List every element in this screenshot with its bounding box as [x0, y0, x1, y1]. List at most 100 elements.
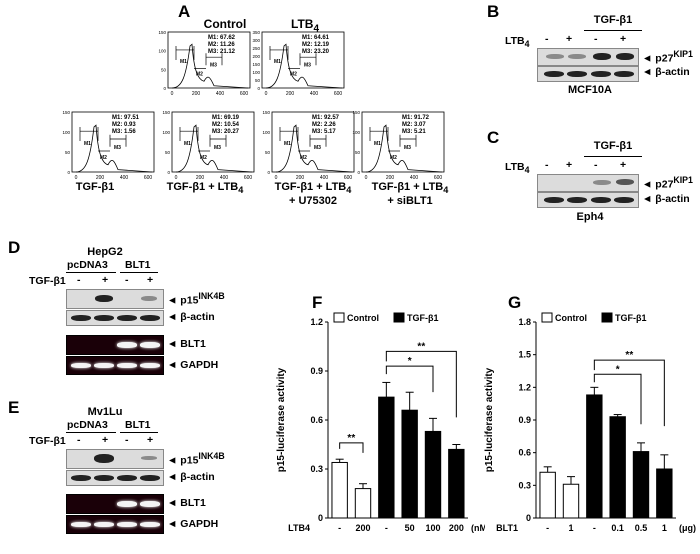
gate-stat: M3: 23.20	[302, 49, 330, 55]
gate-m1	[279, 127, 299, 141]
gate-stat: M3: 1.56	[112, 129, 136, 135]
histogram-curve	[365, 124, 443, 173]
legend-tgf: TGF-β1	[615, 313, 647, 323]
gate-label-m1: M1	[284, 141, 291, 147]
x-tick-label: 400	[410, 175, 419, 181]
gate-label-m1: M1	[274, 59, 281, 65]
caption-tgf-ltb4: TGF-β1 + LTB4	[166, 181, 244, 196]
bar	[448, 448, 465, 519]
x-tick-label: 0.1	[611, 523, 624, 533]
y-tick-label: 50	[265, 150, 271, 155]
panel-c-lane-4: +	[620, 159, 627, 171]
x-tick-label: -	[385, 523, 388, 533]
y-tick-label: 350	[252, 30, 260, 35]
gate-label-m1: M1	[180, 59, 187, 65]
y-tick-label: 300	[252, 38, 260, 43]
panel-b-letter: B	[487, 2, 500, 21]
x-tick-label: 0.5	[635, 523, 648, 533]
x-tick-label: 200	[192, 91, 201, 97]
gate-stat: M1: 92.57	[312, 115, 340, 121]
panel-e-p15-blot	[66, 449, 164, 469]
caption-tgf-ltb4-si: TGF-β1 + LTB4	[371, 181, 449, 196]
gate-stat: M1: 69.19	[212, 115, 240, 121]
gate-stat: M3: 20.27	[212, 129, 240, 135]
gate-stat: M2: 11.26	[208, 42, 235, 48]
panel-d-row-label: TGF-β1	[29, 275, 66, 287]
y-tick-label: 150	[162, 110, 170, 115]
panel-b-lane-3: -	[594, 33, 598, 45]
gate-stat: M1: 64.61	[302, 35, 330, 41]
panel-b-p27-label: ◄ p27KIP1	[642, 49, 693, 65]
panel-e-letter: E	[8, 398, 20, 417]
x-tick-label: 600	[244, 175, 253, 181]
panel-c-lane-1: -	[545, 159, 549, 171]
sig-bracket-2	[593, 359, 665, 427]
bar	[401, 409, 418, 519]
bar	[562, 483, 580, 519]
bar	[609, 416, 626, 519]
x-tick-label: 1	[662, 523, 667, 533]
legend-swatch-tgf	[393, 312, 405, 323]
histogram-curve	[175, 124, 253, 173]
panel-e-actin-label: ◄ β-actin	[167, 471, 215, 483]
x-tick-label: 600	[144, 175, 153, 181]
y-tick-label: 0	[163, 86, 166, 91]
y-tick-label: 0.9	[518, 415, 531, 425]
x-tick-label: 200	[296, 175, 305, 181]
panel-d-blt1-label: ◄ BLT1	[167, 338, 206, 350]
sig-bracket-1	[339, 442, 364, 453]
caption-siblt1: + siBLT1	[387, 195, 433, 207]
x-tick-label: 200	[286, 91, 295, 97]
gate-stat: M3: 5.17	[312, 129, 336, 135]
gate-m1	[369, 127, 389, 141]
panel-d-actin-blot	[66, 310, 164, 326]
gate-label-m3: M3	[210, 63, 217, 69]
y-tick-label: 150	[62, 110, 70, 115]
panel-c-p27-blot	[537, 174, 639, 192]
y-tick-label: 50	[255, 78, 261, 83]
panel-d-p15-blot	[66, 289, 164, 309]
x-tick-label: 200	[449, 523, 464, 533]
panel-d-cell: HepG2	[87, 246, 123, 258]
panel-c-group: TGF-β1	[593, 140, 633, 152]
gate-label-m2: M2	[100, 155, 107, 161]
x-row-label: LTB4	[288, 523, 310, 533]
x-tick-label: 100	[425, 523, 440, 533]
gate-m1	[79, 127, 99, 141]
sig-mark-3: **	[417, 341, 425, 352]
y-tick-label: 0.9	[310, 366, 323, 376]
x-tick-label: 200	[196, 175, 205, 181]
panel-b-cell: MCF10A	[567, 84, 612, 96]
panel-c-lane-3: -	[594, 159, 598, 171]
panel-e-lane-4: +	[147, 434, 154, 446]
panel-f-chart: 0 0.3 0.6 0.9 1.2 p15-luciferase activity - 200…	[276, 312, 485, 533]
gate-stat: M2: 12.19	[302, 42, 330, 48]
x-tick-label: 0	[365, 175, 368, 181]
y-tick-label: 200	[252, 54, 260, 59]
x-tick-label: 600	[434, 175, 443, 181]
panel-c-actin-blot	[537, 192, 639, 208]
panel-b-group: TGF-β1	[593, 14, 633, 26]
gate-label-m3: M3	[404, 145, 411, 151]
y-tick-label: 0	[318, 513, 323, 523]
y-tick-label: 1.8	[518, 317, 531, 327]
gate-label-m1: M1	[184, 141, 191, 147]
sig-bracket-2	[385, 365, 434, 393]
panel-d-gapdh-gel	[66, 356, 164, 375]
gate-stat: M1: 67.62	[208, 35, 236, 41]
panel-b-p27-blot	[537, 48, 639, 66]
x-tick-label: 50	[405, 523, 415, 533]
y-tick-label: 100	[262, 130, 270, 135]
ltb4-title: LTB4	[291, 17, 319, 35]
panel-e-cell: Mv1Lu	[87, 406, 123, 418]
y-tick-label: 1.2	[518, 382, 531, 392]
gate-label-m2: M2	[290, 72, 297, 78]
bar	[331, 461, 348, 519]
y-tick-label: 100	[62, 130, 70, 135]
x-tick-label: 600	[240, 91, 249, 97]
panel-c-letter: C	[487, 128, 500, 147]
y-tick-label: 50	[65, 150, 71, 155]
bar	[586, 394, 603, 519]
panel-g-chart: 0 0.3 0.6 0.9 1.2 1.5 1.8 p15-luciferase activi…	[484, 312, 696, 533]
